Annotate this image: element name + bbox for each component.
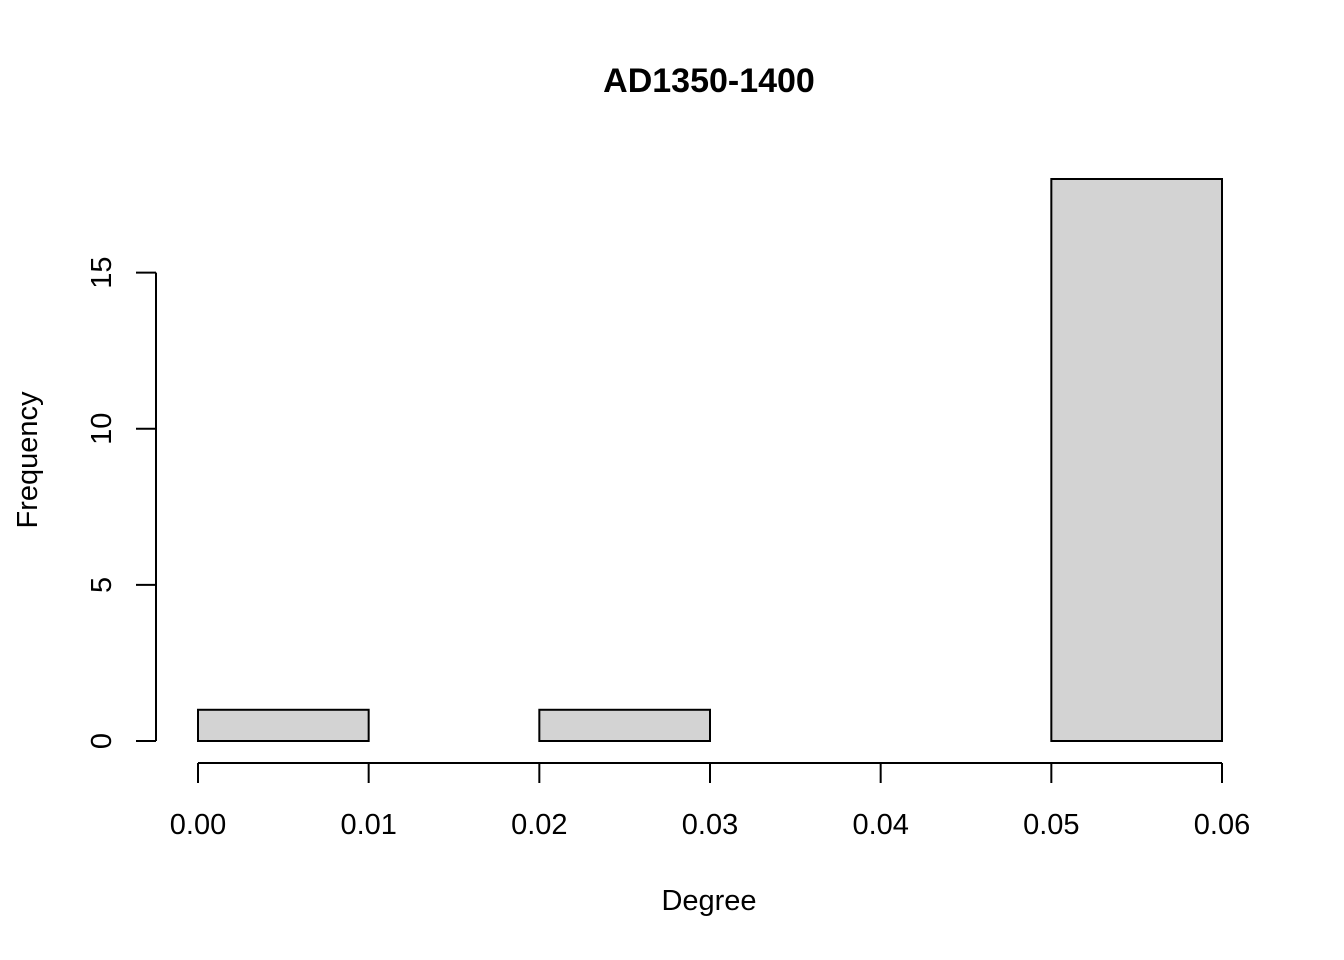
bars-group bbox=[197, 178, 1224, 742]
x-tick-label: 0.05 bbox=[1023, 809, 1079, 841]
x-tick-label: 0.03 bbox=[682, 809, 738, 841]
histogram-bar bbox=[1050, 178, 1224, 742]
y-tick-label: 0 bbox=[86, 733, 118, 749]
y-tick-label: 5 bbox=[86, 577, 118, 593]
y-axis-label: Frequency bbox=[12, 391, 44, 529]
histogram-bar bbox=[197, 708, 370, 742]
x-tick-label: 0.06 bbox=[1194, 809, 1250, 841]
x-tick-label: 0.01 bbox=[340, 809, 396, 841]
chart-title: AD1350-1400 bbox=[603, 62, 815, 100]
x-axis: 0.00 0.01 0.02 0.03 0.04 0.05 0.06 bbox=[170, 762, 1250, 841]
x-tick-label: 0.00 bbox=[170, 809, 226, 841]
y-tick-label: 10 bbox=[86, 413, 118, 445]
y-axis: 0 5 10 15 bbox=[86, 257, 157, 749]
x-axis-label: Degree bbox=[661, 885, 756, 917]
x-tick-label: 0.02 bbox=[511, 809, 567, 841]
histogram-bar bbox=[538, 708, 711, 742]
x-tick-label: 0.04 bbox=[852, 809, 908, 841]
y-tick-label: 15 bbox=[86, 257, 118, 289]
